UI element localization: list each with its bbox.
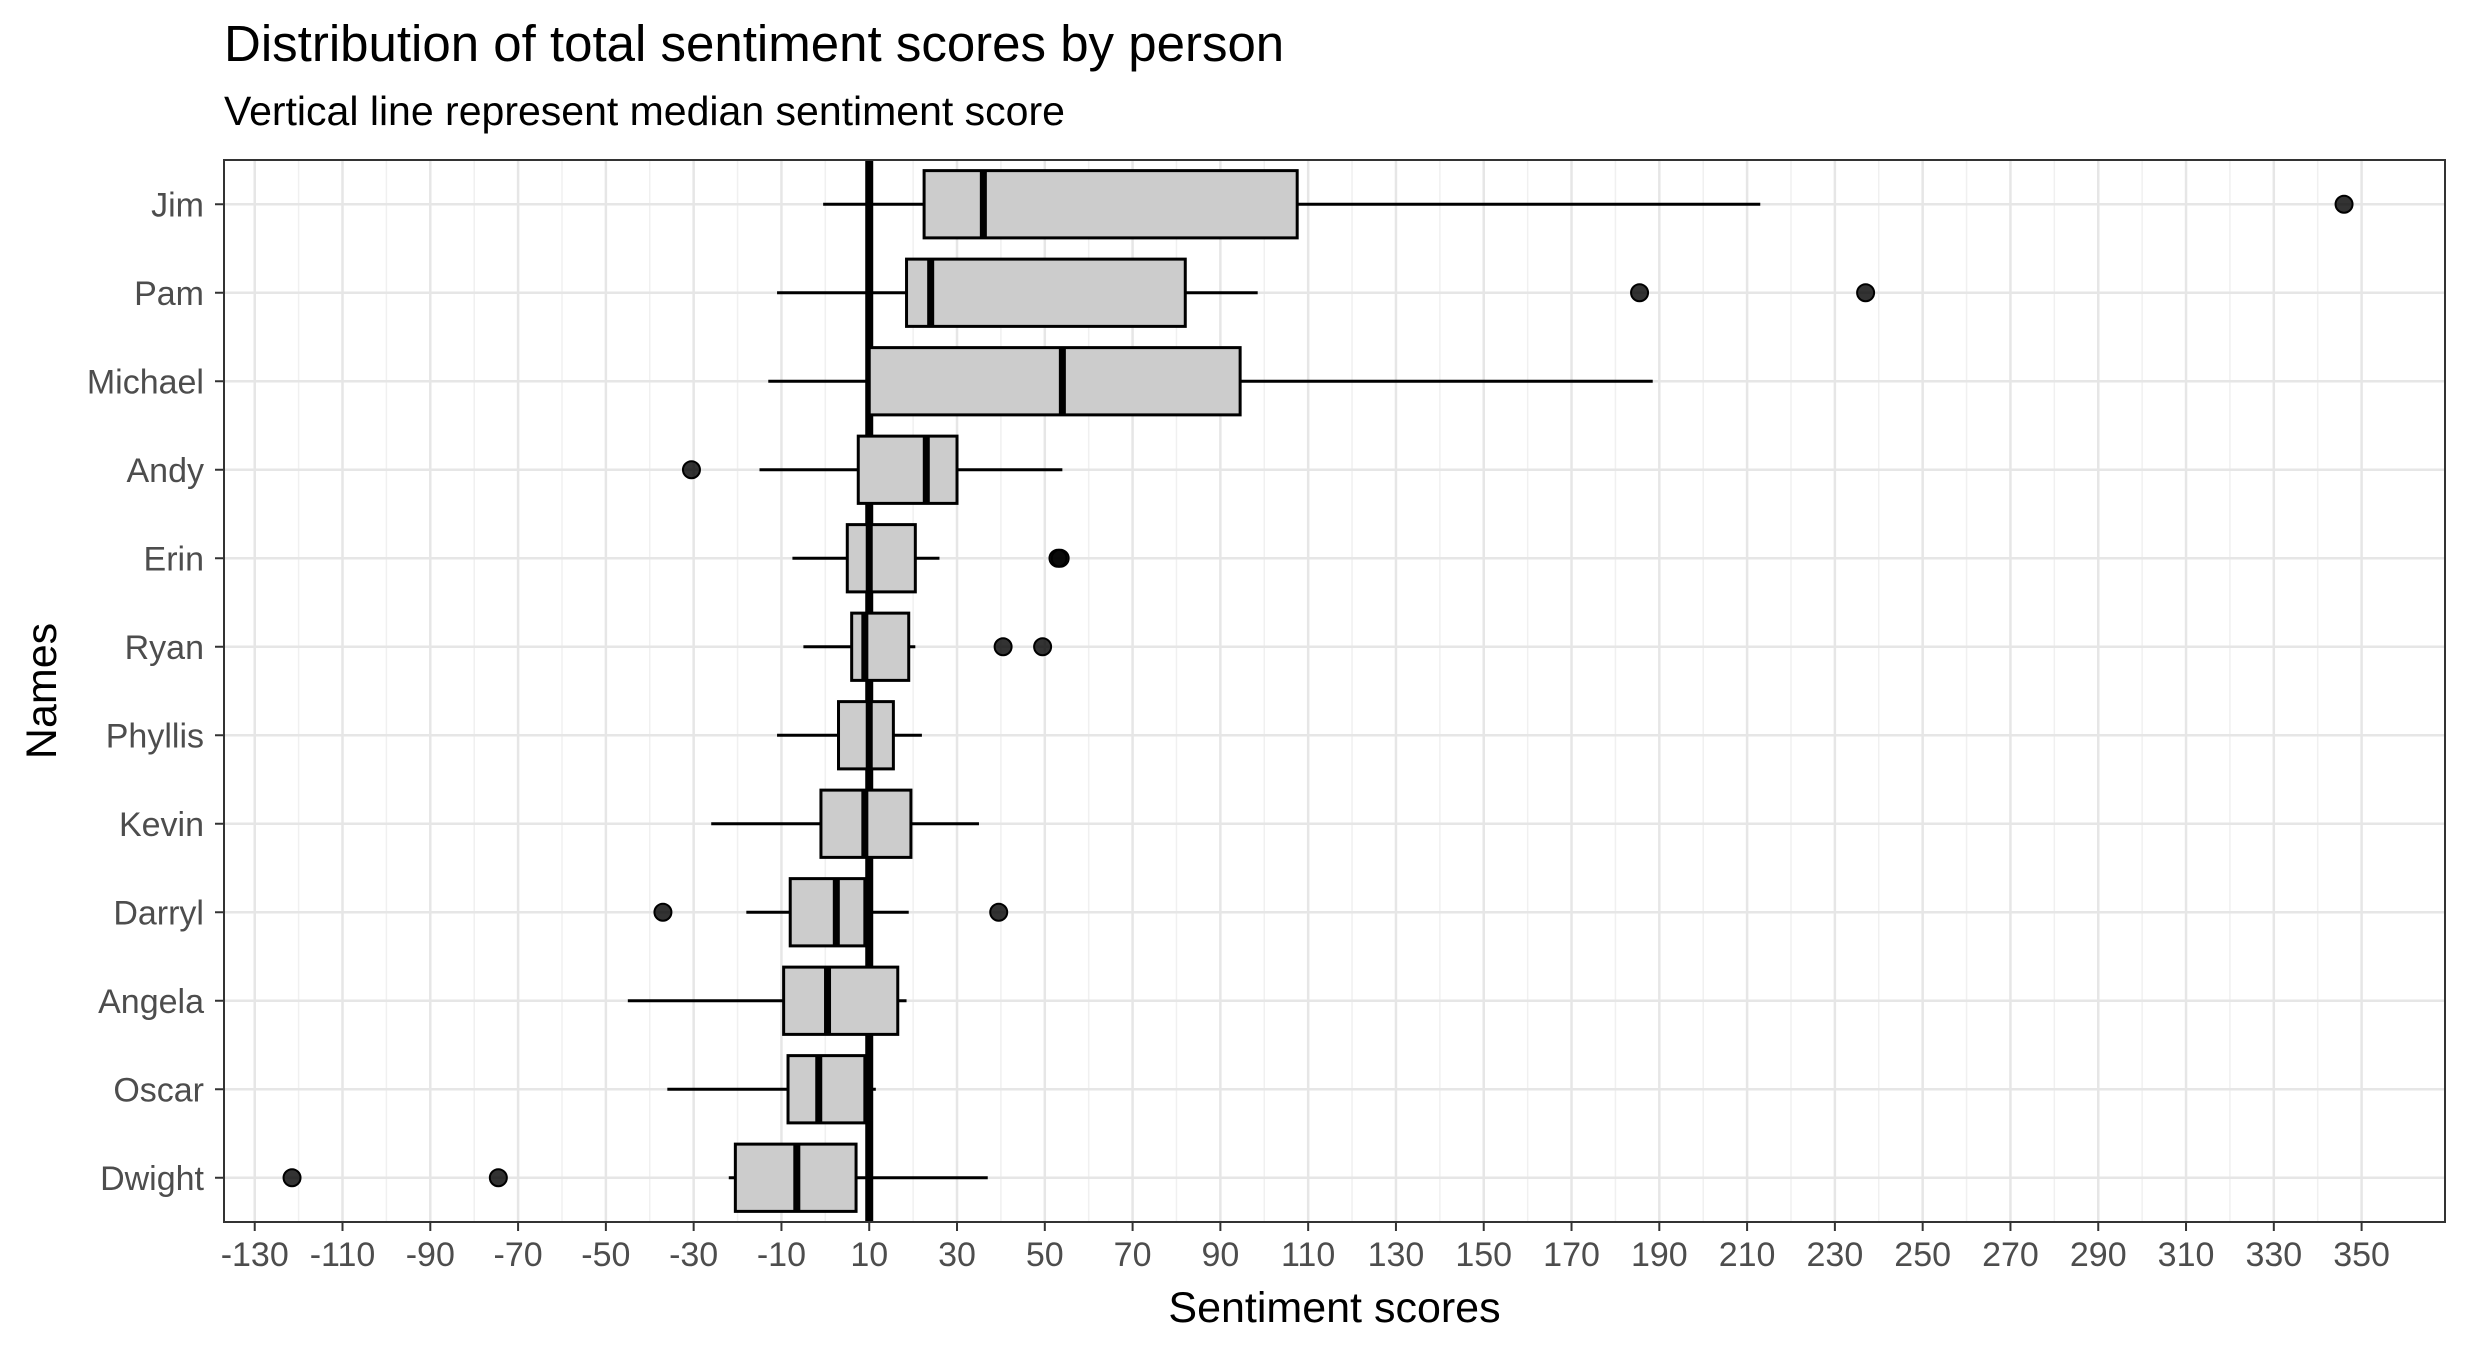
box-phyllis — [777, 700, 922, 771]
x-tick-label: 190 — [1631, 1236, 1688, 1274]
boxes-layer — [282, 169, 2354, 1213]
y-tick-label: Erin — [144, 540, 204, 578]
box-iqr — [786, 1054, 867, 1125]
outlier-point — [488, 1168, 508, 1188]
x-tick-label: 350 — [2333, 1236, 2390, 1274]
x-tick-label: 70 — [1114, 1236, 1152, 1274]
box-erin — [792, 523, 1070, 594]
box-kevin — [711, 788, 979, 859]
y-tick-label: Darryl — [113, 894, 204, 932]
x-axis-title: Sentiment scores — [1168, 1284, 1500, 1332]
x-tick-label: 50 — [1026, 1236, 1064, 1274]
x-tick-label: -110 — [310, 1236, 376, 1274]
box-iqr — [856, 434, 959, 505]
box-iqr — [788, 877, 867, 948]
chart-title: Distribution of total sentiment scores b… — [224, 15, 1285, 72]
chart-subtitle: Vertical line represent median sentiment… — [224, 88, 1065, 134]
y-tick-label: Oscar — [113, 1071, 204, 1109]
x-tick-label: 130 — [1368, 1236, 1425, 1274]
y-tick-label: Phyllis — [106, 717, 204, 755]
outlier-point — [1856, 283, 1876, 303]
x-tick-label: 330 — [2245, 1236, 2302, 1274]
panel-background — [224, 160, 2445, 1222]
x-tick-label: 170 — [1543, 1236, 1600, 1274]
outlier-point — [1033, 637, 1053, 657]
box-michael — [768, 346, 1653, 417]
box-iqr — [845, 523, 917, 594]
x-tick-label: 210 — [1719, 1236, 1776, 1274]
panel-border — [223, 159, 2446, 1223]
outlier-point — [653, 902, 673, 922]
x-tick-label: 150 — [1455, 1236, 1512, 1274]
y-tick-label: Michael — [87, 363, 204, 401]
outlier-point — [989, 902, 1009, 922]
x-tick-label: 310 — [2158, 1236, 2215, 1274]
box-ryan — [803, 611, 1053, 682]
x-tick-label: -130 — [221, 1236, 289, 1274]
box-iqr — [867, 346, 1242, 417]
box-dwight — [282, 1142, 988, 1213]
y-tick-label: Andy — [127, 452, 205, 490]
x-tick-label: 290 — [2070, 1236, 2127, 1274]
outlier-point — [1050, 548, 1070, 568]
box-darryl — [653, 877, 1009, 948]
box-iqr — [850, 611, 911, 682]
box-jim — [823, 169, 2354, 240]
x-tick-label: -50 — [581, 1236, 630, 1274]
outlier-point — [2334, 194, 2354, 214]
box-iqr — [782, 965, 900, 1036]
x-tick-label: -30 — [669, 1236, 718, 1274]
box-iqr — [905, 257, 1187, 328]
x-tick-label: 250 — [1894, 1236, 1951, 1274]
box-pam — [777, 257, 1876, 328]
y-tick-label: Angela — [98, 983, 204, 1021]
outlier-point — [1630, 283, 1650, 303]
x-tick-label: 10 — [850, 1236, 888, 1274]
x-tick-label: -90 — [406, 1236, 455, 1274]
y-tick-label: Dwight — [100, 1160, 204, 1198]
x-tick-label: 270 — [1982, 1236, 2039, 1274]
y-tick-label: Jim — [151, 186, 204, 224]
y-tick-label: Pam — [134, 275, 204, 313]
grid-layer — [224, 160, 2445, 1222]
x-tick-label: -70 — [494, 1236, 543, 1274]
box-oscar — [667, 1054, 876, 1125]
x-tick-label: 30 — [938, 1236, 976, 1274]
outlier-point — [993, 637, 1013, 657]
y-tick-label: Kevin — [119, 806, 204, 844]
axis-layer: -130 -110 -90 -70 -50 -30 -10 10 30 50 70 90 110 130 1… — [87, 186, 2390, 1274]
box-angela — [627, 965, 907, 1036]
y-tick-label: Ryan — [125, 629, 204, 667]
x-tick-label: 110 — [1281, 1236, 1335, 1274]
y-axis-title: Names — [18, 623, 66, 759]
x-tick-label: 90 — [1201, 1236, 1239, 1274]
outlier-point — [681, 460, 701, 480]
x-tick-label: -10 — [757, 1236, 806, 1274]
x-tick-label: 230 — [1807, 1236, 1864, 1274]
box-andy — [681, 434, 1063, 505]
outlier-point — [282, 1168, 302, 1188]
